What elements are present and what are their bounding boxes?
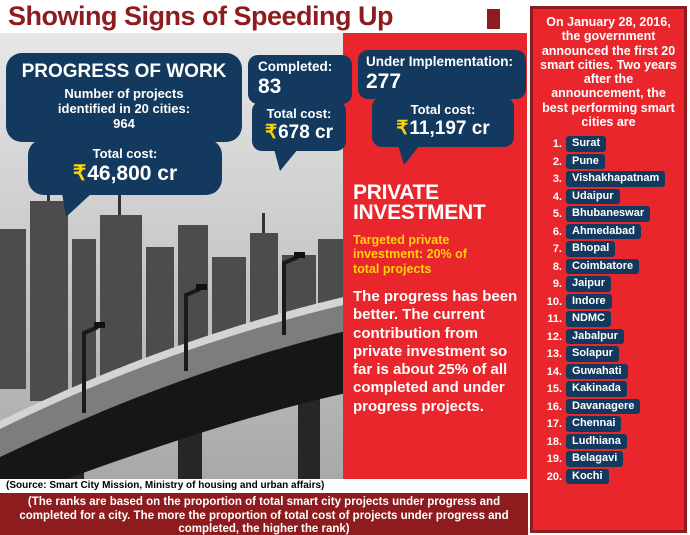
list-item: 15. Kakinada (537, 381, 680, 397)
city-name-chip: Udaipur (566, 188, 620, 205)
progress-heading: PROGRESS OF WORK (21, 61, 227, 82)
main-graphic: PRIVATE INVESTMENT Targeted private inve… (0, 33, 527, 479)
private-investment-heading: PRIVATE INVESTMENT (353, 181, 519, 224)
list-item: 16. Davanagere (537, 398, 680, 415)
progress-summary-text: The progress has been better. The curren… (353, 288, 518, 415)
city-rank: 4. (552, 190, 562, 203)
progress-cost-amount: 46,800 cr (87, 162, 178, 186)
city-name-chip: Ludhiana (566, 433, 627, 450)
city-rank: 6. (552, 225, 562, 238)
list-item: 14. Guwahati (537, 363, 680, 380)
source-note: (Source: Smart City Mission, Ministry of… (6, 480, 325, 491)
sidebar-intro: On January 28, 2016, the government anno… (540, 15, 677, 129)
city-name-chip: Kochi (566, 468, 609, 485)
rupee-icon: ₹ (72, 162, 87, 186)
city-name-chip: Solapur (566, 346, 619, 362)
under-implementation-value: 277 (366, 69, 402, 93)
rank-method-note: (The ranks are based on the proportion o… (0, 493, 528, 535)
city-name-chip: Kakinada (566, 381, 627, 397)
completed-cost-value: ₹678 cr (260, 123, 338, 143)
rupee-icon: ₹ (396, 118, 409, 140)
private-investment-content: PRIVATE INVESTMENT Targeted private inve… (353, 181, 519, 416)
progress-of-work-bubble: PROGRESS OF WORK Number of projects iden… (6, 53, 242, 142)
page-title: Showing Signs of Speeding Up (8, 1, 394, 31)
under-implementation-cost-value: ₹11,197 cr (380, 119, 506, 139)
completed-cost-amount: 678 cr (278, 122, 334, 144)
city-name-chip: Guwahati (566, 363, 628, 380)
city-rank: 12. (546, 330, 562, 343)
completed-value: 83 (258, 74, 282, 98)
city-name-chip: Bhopal (566, 241, 616, 257)
city-rank: 17. (546, 418, 562, 430)
city-rank: 16. (546, 400, 562, 413)
progress-subtext: Number of projects identified in 20 citi… (57, 85, 191, 131)
city-name-chip: Chennai (566, 416, 622, 432)
list-item: 5. Bhubaneswar (537, 206, 680, 222)
city-rank: 5. (552, 208, 562, 220)
city-name-chip: NDMC (566, 311, 611, 327)
under-implementation-label: Under Implementation: (366, 54, 514, 69)
completed-total-cost-bubble: Total cost: ₹678 cr (252, 101, 346, 172)
best-cities-sidebar: On January 28, 2016, the government anno… (530, 6, 687, 533)
city-rank: 1. (552, 138, 562, 150)
under-implementation-total-cost-bubble: Total cost: ₹11,197 cr (372, 97, 514, 166)
city-rank: 11. (547, 313, 562, 325)
list-item: 18. Ludhiana (537, 433, 680, 450)
city-rank: 15. (546, 383, 562, 395)
city-name-chip: Davanagere (566, 398, 641, 415)
city-name-chip: Belagavi (566, 451, 624, 467)
completed-cost-label: Total cost: (266, 106, 332, 121)
city-name-chip: Ahmedabad (566, 223, 641, 240)
list-item: 9. Jaipur (537, 276, 680, 292)
list-item: 13. Solapur (537, 346, 680, 362)
progress-total-cost-bubble: Total cost: ₹46,800 cr (28, 139, 222, 218)
city-rank: 20. (546, 470, 562, 483)
city-rank: 7. (552, 243, 562, 255)
list-item: 19. Belagavi (537, 451, 680, 467)
city-rank: 10. (546, 295, 562, 308)
list-item: 11. NDMC (537, 311, 680, 327)
city-rank: 8. (552, 260, 562, 273)
completed-bubble: Completed: 83 (248, 55, 352, 104)
city-rank: 2. (552, 155, 562, 168)
city-name-chip: Indore (566, 293, 612, 310)
targeted-investment-text: Targeted private investment: 20% of tota… (353, 232, 467, 276)
city-list: 1. Surat 2. Pune 3. Vishakhapatnam 4. Ud… (537, 136, 680, 485)
list-item: 4. Udaipur (537, 188, 680, 205)
city-name-chip: Pune (566, 153, 605, 170)
city-rank: 3. (552, 173, 562, 185)
city-name-chip: Bhubaneswar (566, 206, 651, 222)
list-item: 8. Coimbatore (537, 258, 680, 275)
list-item: 2. Pune (537, 153, 680, 170)
city-rank: 9. (552, 278, 562, 290)
title-decoration (487, 9, 500, 29)
city-rank: 19. (546, 453, 562, 465)
list-item: 17. Chennai (537, 416, 680, 432)
city-name-chip: Vishakhapatnam (566, 171, 666, 187)
city-name-chip: Coimbatore (566, 258, 640, 275)
city-name-chip: Jaipur (566, 276, 612, 292)
list-item: 1. Surat (537, 136, 680, 152)
under-implementation-cost-amount: 11,197 cr (409, 118, 490, 140)
city-name-chip: Jabalpur (566, 328, 624, 345)
completed-label: Completed: (258, 59, 333, 74)
city-rank: 13. (546, 348, 562, 360)
under-implementation-bubble: Under Implementation: 277 (358, 50, 526, 99)
progress-cost-value: ₹46,800 cr (36, 163, 214, 185)
list-item: 6. Ahmedabad (537, 223, 680, 240)
city-name-chip: Surat (566, 136, 607, 152)
city-rank: 14. (546, 365, 562, 378)
under-implementation-cost-label: Total cost: (410, 102, 476, 117)
list-item: 3. Vishakhapatnam (537, 171, 680, 187)
progress-cost-label: Total cost: (92, 146, 158, 161)
list-item: 10. Indore (537, 293, 680, 310)
list-item: 7. Bhopal (537, 241, 680, 257)
private-investment-heading-line2: INVESTMENT (353, 200, 486, 224)
list-item: 12. Jabalpur (537, 328, 680, 345)
list-item: 20. Kochi (537, 468, 680, 485)
rupee-icon: ₹ (264, 122, 278, 144)
private-investment-heading-line1: PRIVATE (353, 181, 439, 204)
city-rank: 18. (546, 435, 562, 448)
